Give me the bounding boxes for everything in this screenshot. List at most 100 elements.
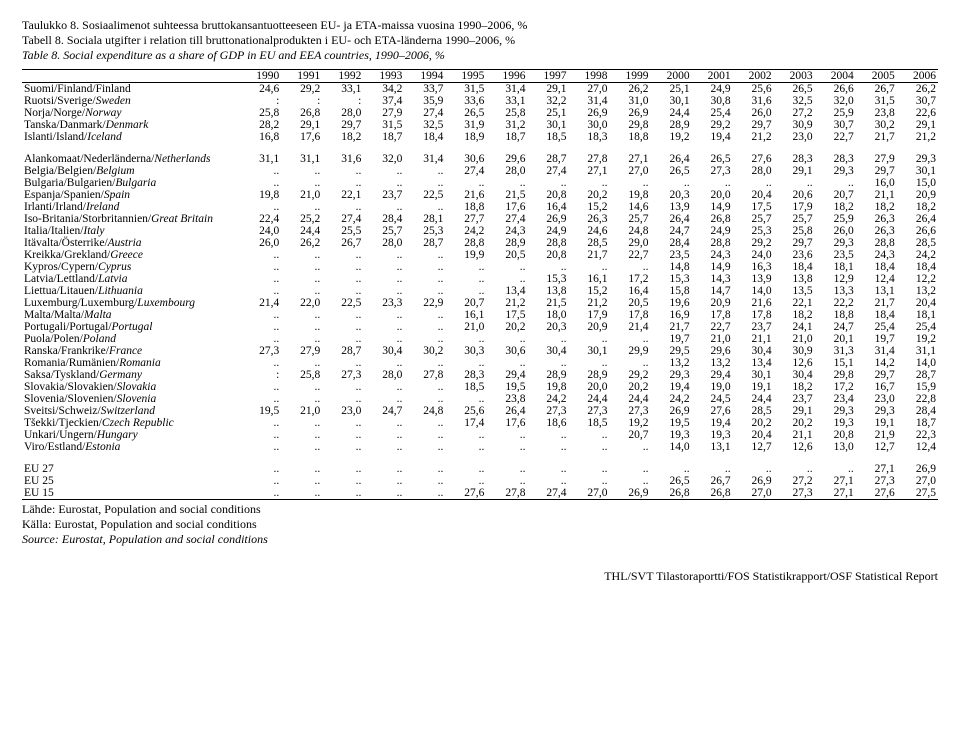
- cell: 20,6: [774, 189, 815, 201]
- cell: 23,7: [363, 189, 404, 201]
- cell: 18,2: [815, 201, 856, 213]
- cell: 24,3: [486, 225, 527, 237]
- cell: ..: [404, 393, 445, 405]
- cell: ..: [240, 165, 281, 177]
- cell: 13,4: [486, 285, 527, 297]
- cell: 27,4: [445, 165, 486, 177]
- cell: ..: [240, 441, 281, 453]
- cell: 12,6: [774, 441, 815, 453]
- row-label: Italia/Italien/Italy: [22, 225, 240, 237]
- cell: 31,1: [897, 345, 938, 357]
- source-sv: Källa: Eurostat, Population and social c…: [22, 517, 938, 532]
- cell: 30,1: [897, 165, 938, 177]
- cell: 26,9: [527, 213, 568, 225]
- cell: 33,7: [404, 83, 445, 96]
- cell: ..: [486, 475, 527, 487]
- row-label: Alankomaat/Nederländerna/Netherlands: [22, 153, 240, 165]
- title-fi: Taulukko 8. Sosiaalimenot suhteessa brut…: [22, 18, 938, 33]
- cell: ..: [404, 475, 445, 487]
- cell: ..: [281, 381, 322, 393]
- table-row: Italia/Italien/Italy24,024,425,525,725,3…: [22, 225, 938, 237]
- cell: 27,3: [856, 475, 897, 487]
- cell: 24,8: [404, 405, 445, 417]
- row-label: Puola/Polen/Poland: [22, 333, 240, 345]
- cell: 14,6: [610, 201, 651, 213]
- cell: 25,8: [774, 225, 815, 237]
- cell: ..: [322, 249, 363, 261]
- cell: 19,3: [692, 429, 733, 441]
- cell: 24,0: [240, 225, 281, 237]
- cell: 25,6: [445, 405, 486, 417]
- cell: 24,9: [692, 225, 733, 237]
- cell: 21,2: [568, 297, 609, 309]
- cell: 26,4: [486, 405, 527, 417]
- cell: 25,7: [774, 213, 815, 225]
- cell: ..: [733, 177, 774, 189]
- cell: 15,1: [815, 357, 856, 369]
- cell: 28,7: [897, 369, 938, 381]
- cell: 25,1: [527, 107, 568, 119]
- cell: 24,4: [568, 393, 609, 405]
- title-en: Table 8. Social expenditure as a share o…: [22, 48, 938, 63]
- cell: ..: [322, 441, 363, 453]
- cell: 18,8: [445, 201, 486, 213]
- cell: 16,7: [856, 381, 897, 393]
- cell: ..: [692, 177, 733, 189]
- cell: 25,8: [240, 107, 281, 119]
- table-row: Iso-Britania/Storbritannien/Great Britai…: [22, 213, 938, 225]
- table-row: Espanja/Spanien/Spain19,821,022,123,722,…: [22, 189, 938, 201]
- cell: ..: [651, 177, 692, 189]
- cell: 23,0: [856, 393, 897, 405]
- cell: 29,8: [815, 369, 856, 381]
- title-block: Taulukko 8. Sosiaalimenot suhteessa brut…: [22, 18, 938, 63]
- cell: 24,3: [856, 249, 897, 261]
- cell: 21,1: [733, 333, 774, 345]
- cell: ..: [363, 357, 404, 369]
- row-label: EU 27: [22, 463, 240, 475]
- row-label: EU 25: [22, 475, 240, 487]
- spacer: [22, 143, 938, 153]
- cell: ..: [404, 321, 445, 333]
- cell: ..: [281, 417, 322, 429]
- cell: ..: [363, 165, 404, 177]
- cell: 15,2: [568, 285, 609, 297]
- cell: 30,9: [774, 119, 815, 131]
- cell: 30,4: [527, 345, 568, 357]
- cell: 14,0: [897, 357, 938, 369]
- cell: 12,9: [815, 273, 856, 285]
- row-label: Tanska/Danmark/Denmark: [22, 119, 240, 131]
- cell: 19,5: [486, 381, 527, 393]
- cell: 25,4: [856, 321, 897, 333]
- cell: ..: [527, 261, 568, 273]
- cell: ..: [568, 333, 609, 345]
- table-row: Sveitsi/Schweiz/Switzerland19,521,023,02…: [22, 405, 938, 417]
- cell: 23,5: [651, 249, 692, 261]
- cell: 19,3: [815, 417, 856, 429]
- year-col-head: 1991: [281, 70, 322, 83]
- cell: 29,1: [774, 405, 815, 417]
- cell: 21,9: [856, 429, 897, 441]
- cell: 29,3: [651, 369, 692, 381]
- cell: 26,7: [322, 237, 363, 249]
- cell: 27,8: [486, 487, 527, 500]
- cell: 15,8: [651, 285, 692, 297]
- cell: ..: [240, 487, 281, 500]
- cell: 29,2: [692, 119, 733, 131]
- cell: 13,9: [651, 201, 692, 213]
- cell: 27,6: [692, 405, 733, 417]
- cell: 31,9: [445, 119, 486, 131]
- cell: ..: [568, 463, 609, 475]
- cell: 29,1: [527, 83, 568, 96]
- cell: 18,2: [856, 201, 897, 213]
- cell: 29,8: [610, 119, 651, 131]
- cell: 19,3: [651, 429, 692, 441]
- cell: 28,2: [240, 119, 281, 131]
- cell: 26,5: [651, 475, 692, 487]
- cell: ..: [527, 441, 568, 453]
- cell: ..: [240, 417, 281, 429]
- cell: 24,5: [692, 393, 733, 405]
- cell: 27,0: [610, 165, 651, 177]
- cell: ..: [404, 177, 445, 189]
- cell: ..: [568, 177, 609, 189]
- cell: 18,2: [774, 381, 815, 393]
